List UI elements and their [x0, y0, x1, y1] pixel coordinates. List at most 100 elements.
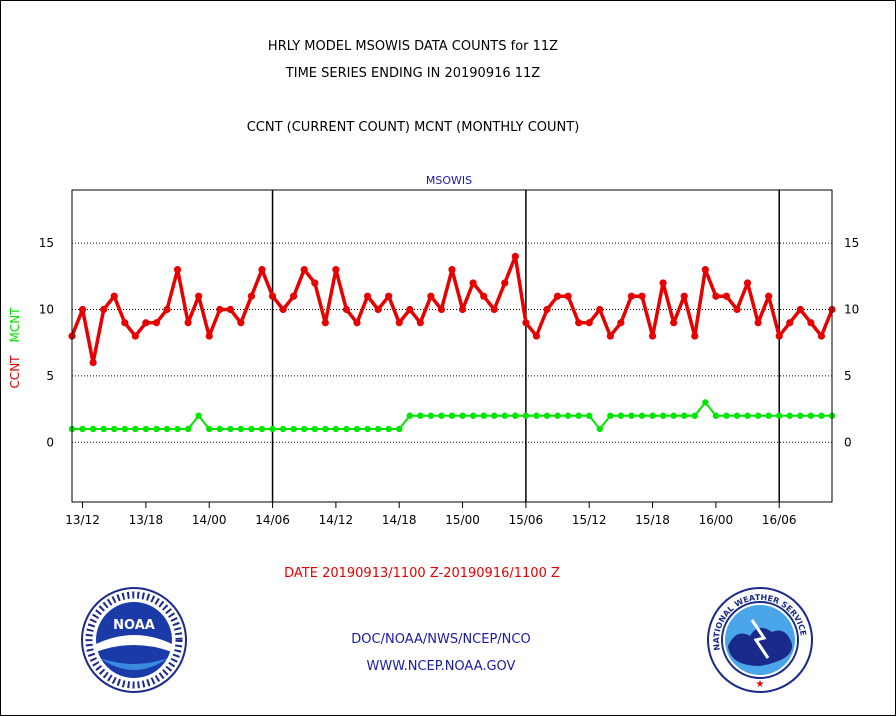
point-ccnt: [691, 332, 699, 340]
header-line-1: HRLY MODEL MSOWIS DATA COUNTS for 11Z: [267, 39, 559, 54]
y-axis-label-mcnt: MCNT: [8, 307, 22, 343]
point-mcnt: [301, 425, 308, 433]
point-ccnt: [490, 305, 498, 314]
chart-title: MSOWIS: [426, 174, 472, 187]
point-ccnt: [374, 305, 382, 314]
point-mcnt: [311, 425, 318, 433]
date-range-label: DATE 20190913/1100 Z-20190916/1100 Z: [284, 566, 560, 581]
point-mcnt: [469, 412, 477, 419]
point-ccnt: [807, 319, 815, 327]
point-ccnt: [743, 279, 752, 287]
x-tick-label: 15/00: [445, 513, 480, 527]
point-mcnt: [322, 425, 329, 433]
point-mcnt: [184, 425, 192, 433]
point-ccnt: [142, 319, 150, 327]
noaa-logo-text: NOAA: [113, 618, 155, 633]
point-mcnt: [163, 425, 171, 433]
point-mcnt: [586, 412, 593, 419]
point-ccnt: [680, 292, 688, 300]
point-mcnt: [142, 425, 150, 433]
point-mcnt: [607, 412, 614, 419]
point-ccnt: [469, 279, 477, 287]
point-ccnt: [121, 319, 129, 327]
point-ccnt: [775, 332, 783, 340]
axis-layer: 0 0 5 5 10 10 15 15 13/12 13/18 14/00 14/06 14/12 14/…: [39, 189, 859, 527]
noaa-logo-icon: NOAA: [81, 587, 187, 693]
point-ccnt: [321, 319, 329, 327]
point-mcnt: [491, 412, 498, 419]
point-mcnt: [216, 425, 223, 433]
point-ccnt: [184, 319, 192, 327]
point-mcnt: [543, 412, 551, 419]
point-ccnt: [268, 292, 277, 300]
point-mcnt: [797, 412, 804, 419]
point-ccnt: [258, 266, 266, 274]
point-ccnt: [427, 292, 435, 300]
point-mcnt: [723, 412, 730, 419]
point-ccnt: [131, 332, 139, 340]
url-link[interactable]: WWW.NCEP.NOAA.GOV: [366, 659, 516, 674]
point-mcnt: [512, 412, 519, 419]
point-mcnt: [100, 425, 107, 433]
point-mcnt: [353, 425, 361, 433]
point-mcnt: [554, 412, 561, 419]
point-ccnt: [163, 305, 171, 314]
point-mcnt: [733, 412, 741, 419]
point-ccnt: [406, 305, 414, 314]
point-ccnt: [522, 319, 530, 327]
x-tick-label: 15/06: [509, 513, 544, 527]
point-ccnt: [596, 305, 604, 314]
y-tick-label-left: 10: [39, 302, 54, 316]
point-mcnt: [522, 412, 530, 419]
point-mcnt: [227, 425, 234, 433]
point-mcnt: [248, 425, 255, 433]
point-ccnt: [796, 305, 804, 314]
point-mcnt: [659, 412, 667, 419]
point-ccnt: [564, 292, 572, 300]
point-ccnt: [300, 266, 308, 274]
point-ccnt: [216, 305, 224, 314]
nws-logo-icon: ★ NATIONAL WEATHER SERVICE: [707, 587, 813, 693]
point-mcnt: [776, 412, 783, 419]
point-mcnt: [596, 425, 603, 433]
point-mcnt: [438, 412, 445, 419]
point-ccnt: [575, 319, 583, 327]
point-ccnt: [733, 305, 741, 314]
point-mcnt: [121, 425, 128, 433]
point-mcnt: [132, 425, 139, 433]
point-ccnt: [110, 292, 118, 300]
point-mcnt: [448, 412, 456, 419]
point-mcnt: [396, 425, 403, 433]
y-tick-label-right: 10: [844, 302, 859, 316]
org-label: DOC/NOAA/NWS/NCEP/NCO: [351, 632, 531, 647]
point-mcnt: [79, 425, 86, 433]
point-ccnt: [416, 319, 424, 327]
point-mcnt: [111, 425, 118, 433]
point-ccnt: [543, 305, 551, 314]
header-line-2: TIME SERIES ENDING IN 20190916 11Z: [285, 66, 541, 81]
y-tick-label-right: 0: [844, 435, 852, 449]
point-ccnt: [786, 319, 794, 327]
point-mcnt: [427, 412, 435, 419]
point-ccnt: [627, 292, 636, 300]
point-mcnt: [406, 412, 413, 419]
point-mcnt: [649, 412, 656, 419]
point-ccnt: [395, 319, 403, 327]
x-tick-label: 14/12: [319, 513, 354, 527]
y-tick-label-right: 15: [844, 236, 859, 250]
point-ccnt: [311, 279, 319, 287]
point-mcnt: [765, 412, 772, 419]
point-ccnt: [648, 332, 657, 340]
point-ccnt: [765, 292, 773, 300]
grid-layer: [72, 190, 832, 502]
point-mcnt: [385, 425, 392, 433]
x-tick-label: 16/06: [762, 513, 797, 527]
point-ccnt: [617, 319, 625, 327]
point-ccnt: [247, 292, 256, 300]
x-tick-label: 14/00: [192, 513, 227, 527]
plot-border: [71, 189, 833, 503]
point-mcnt: [290, 425, 297, 433]
point-mcnt: [818, 412, 825, 419]
point-ccnt: [385, 292, 393, 300]
point-mcnt: [480, 412, 487, 419]
